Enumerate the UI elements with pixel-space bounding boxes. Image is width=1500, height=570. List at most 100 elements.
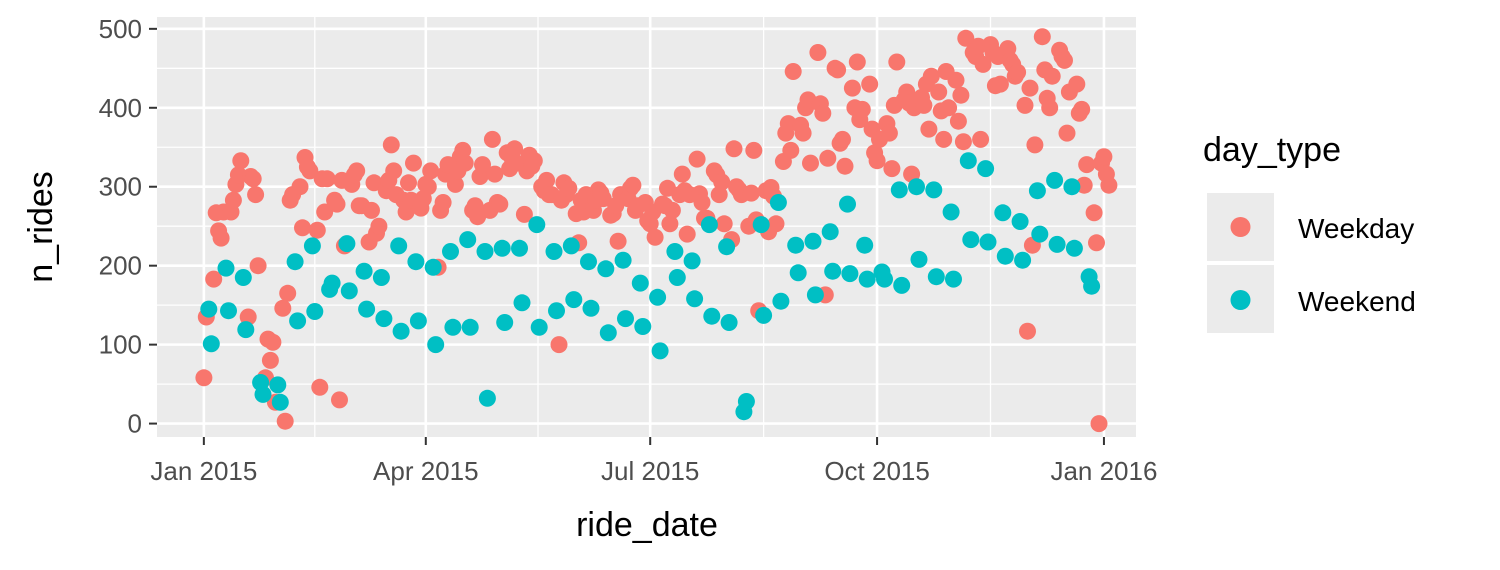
- data-point-weekend: [459, 231, 477, 249]
- legend: day_type Weekday Weekend: [1203, 131, 1416, 333]
- data-point-weekend: [303, 237, 321, 255]
- data-point-weekday: [1088, 234, 1105, 252]
- data-point-weekend: [908, 178, 925, 196]
- data-point-weekend: [493, 239, 511, 257]
- data-point-weekday: [693, 194, 711, 211]
- data-point-weekend: [977, 160, 995, 178]
- data-point-weekday: [264, 333, 282, 351]
- data-point-weekday: [782, 141, 800, 159]
- data-point-weekday: [861, 75, 879, 93]
- data-point-weekday: [1026, 136, 1044, 154]
- data-point-weekday: [920, 120, 938, 138]
- data-point-weekday: [308, 221, 326, 239]
- data-point-weekday: [883, 160, 901, 178]
- data-point-weekend: [942, 203, 960, 221]
- data-point-weekday: [328, 195, 346, 213]
- data-point-weekday: [491, 195, 509, 213]
- data-point-weekend: [1028, 182, 1046, 200]
- data-point-weekday: [316, 203, 334, 221]
- data-point-weekday: [1095, 148, 1113, 166]
- data-point-weekend: [220, 302, 237, 320]
- data-point-weekend: [821, 223, 839, 241]
- data-point-weekday: [1073, 100, 1091, 118]
- data-point-weekday: [624, 176, 642, 194]
- data-point-weekday: [853, 100, 871, 118]
- data-point-weekday: [661, 215, 679, 233]
- legend-item-weekday: Weekday: [1207, 193, 1414, 261]
- data-point-weekend: [340, 282, 358, 300]
- data-point-weekday: [915, 96, 933, 114]
- data-point-weekend: [890, 181, 908, 199]
- data-point-weekday: [274, 299, 292, 317]
- data-point-weekday: [224, 191, 242, 209]
- data-point-weekend: [789, 264, 807, 282]
- x-tick-label: Jan 2015: [150, 456, 257, 486]
- y-tick-label: 400: [99, 93, 142, 123]
- data-point-weekend: [755, 306, 773, 324]
- data-point-weekend: [718, 238, 736, 256]
- data-point-weekend: [496, 314, 514, 331]
- data-point-weekday: [794, 124, 812, 142]
- data-point-weekend: [962, 231, 980, 249]
- data-point-weekday: [1085, 204, 1103, 222]
- x-tick-label: Oct 2015: [824, 456, 930, 486]
- data-point-weekend: [528, 216, 546, 234]
- data-point-weekend: [513, 294, 531, 312]
- data-point-weekend: [511, 239, 528, 257]
- data-point-weekday: [249, 257, 267, 275]
- x-axis: Jan 2015 Apr 2015 Jul 2015 Oct 2015 Jan 2016: [150, 437, 1157, 486]
- data-point-weekend: [1083, 277, 1101, 295]
- data-point-weekend: [824, 262, 842, 280]
- data-point-weekend: [392, 322, 410, 340]
- data-point-weekday: [385, 162, 403, 180]
- data-point-weekend: [651, 342, 669, 360]
- data-point-weekend: [666, 243, 684, 260]
- data-point-weekend: [839, 195, 856, 213]
- data-point-weekend: [1063, 178, 1081, 196]
- data-point-weekday: [1019, 322, 1036, 340]
- data-point-weekday: [802, 154, 819, 172]
- data-point-weekend: [1031, 225, 1049, 243]
- data-point-weekend: [1011, 213, 1029, 230]
- data-point-weekend: [752, 216, 770, 234]
- data-point-weekend: [390, 237, 408, 255]
- data-point-weekday: [947, 71, 965, 89]
- data-point-weekday: [365, 174, 383, 192]
- data-point-weekend: [700, 216, 718, 234]
- data-point-weekend: [476, 243, 494, 260]
- data-point-weekday: [809, 44, 827, 61]
- data-point-weekday: [814, 104, 832, 122]
- data-point-weekday: [974, 55, 992, 73]
- data-point-weekend: [424, 258, 442, 276]
- data-point-weekday: [1078, 156, 1096, 174]
- data-point-weekday: [1058, 124, 1076, 142]
- data-point-weekend: [1065, 239, 1083, 257]
- data-point-weekend: [545, 243, 563, 260]
- data-point-weekday: [991, 75, 1009, 93]
- data-point-weekday: [745, 141, 763, 159]
- data-point-weekend: [286, 253, 304, 271]
- data-point-weekend: [737, 393, 755, 410]
- data-point-weekend: [769, 194, 787, 211]
- data-point-weekend: [427, 336, 445, 354]
- data-point-weekday: [560, 179, 578, 197]
- data-point-weekend: [548, 302, 565, 320]
- data-point-weekend: [562, 237, 580, 255]
- data-point-weekend: [355, 262, 373, 280]
- data-point-weekday: [836, 157, 854, 175]
- data-point-weekday: [318, 170, 336, 188]
- data-point-weekend: [925, 181, 943, 199]
- data-point-weekday: [1033, 28, 1051, 46]
- data-point-weekday: [434, 194, 452, 211]
- data-point-weekend: [858, 270, 876, 288]
- data-point-weekday: [1090, 415, 1108, 433]
- data-point-weekend: [787, 236, 805, 254]
- data-point-weekday: [538, 171, 556, 189]
- data-point-weekend: [358, 300, 376, 318]
- data-point-weekday: [1068, 75, 1086, 93]
- data-point-weekday: [930, 83, 948, 101]
- data-point-weekday: [446, 175, 464, 193]
- data-point-weekday: [868, 152, 886, 170]
- data-point-weekend: [856, 236, 874, 254]
